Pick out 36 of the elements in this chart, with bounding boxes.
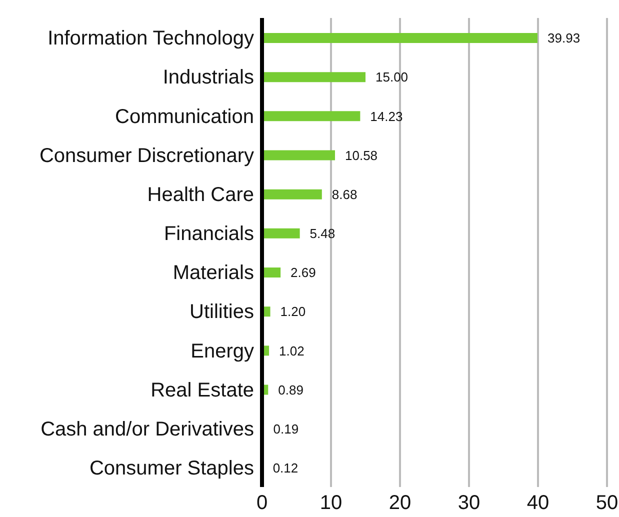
data-label: 1.02: [279, 343, 304, 358]
y-tick-label: Consumer Discretionary: [39, 144, 254, 167]
y-tick-label: Industrials: [162, 66, 254, 89]
bar: [262, 33, 538, 43]
data-label: 5.48: [310, 226, 336, 242]
data-label: 0.12: [272, 460, 298, 476]
x-tick-label: 50: [596, 492, 618, 514]
data-label: 10.58: [345, 148, 378, 163]
data-label: 14.23: [370, 108, 403, 124]
bar: [262, 150, 335, 160]
x-tick-label: 0: [256, 492, 268, 514]
y-tick-label: Cash and/or Derivatives: [40, 418, 254, 440]
data-label: 2.69: [290, 265, 316, 280]
data-label: 8.68: [332, 186, 358, 202]
bar: [262, 111, 360, 122]
x-tick-label: 20: [388, 492, 412, 514]
bar: [262, 189, 322, 200]
y-tick-label: Information Technology: [48, 28, 254, 50]
x-tick-label: 30: [458, 492, 480, 514]
data-label: 0.89: [278, 382, 304, 398]
y-tick-label: Health Care: [147, 184, 254, 206]
y-tick-label: Financials: [164, 223, 254, 246]
y-tick-label: Utilities: [190, 301, 254, 324]
data-label: 39.93: [548, 30, 580, 46]
x-tick-label: 40: [526, 492, 550, 514]
data-label: 15.00: [376, 70, 408, 85]
bar: [262, 228, 300, 238]
bar: [262, 72, 366, 82]
y-tick-label: Consumer Staples: [89, 458, 254, 480]
y-tick-label: Real Estate: [150, 379, 254, 402]
x-tick-label: 10: [320, 492, 342, 514]
data-label: 0.19: [273, 421, 299, 436]
y-tick-label: Energy: [190, 340, 254, 362]
data-label: 1.20: [280, 304, 306, 320]
y-tick-label: Communication: [115, 106, 254, 128]
y-tick-label: Materials: [172, 262, 254, 284]
